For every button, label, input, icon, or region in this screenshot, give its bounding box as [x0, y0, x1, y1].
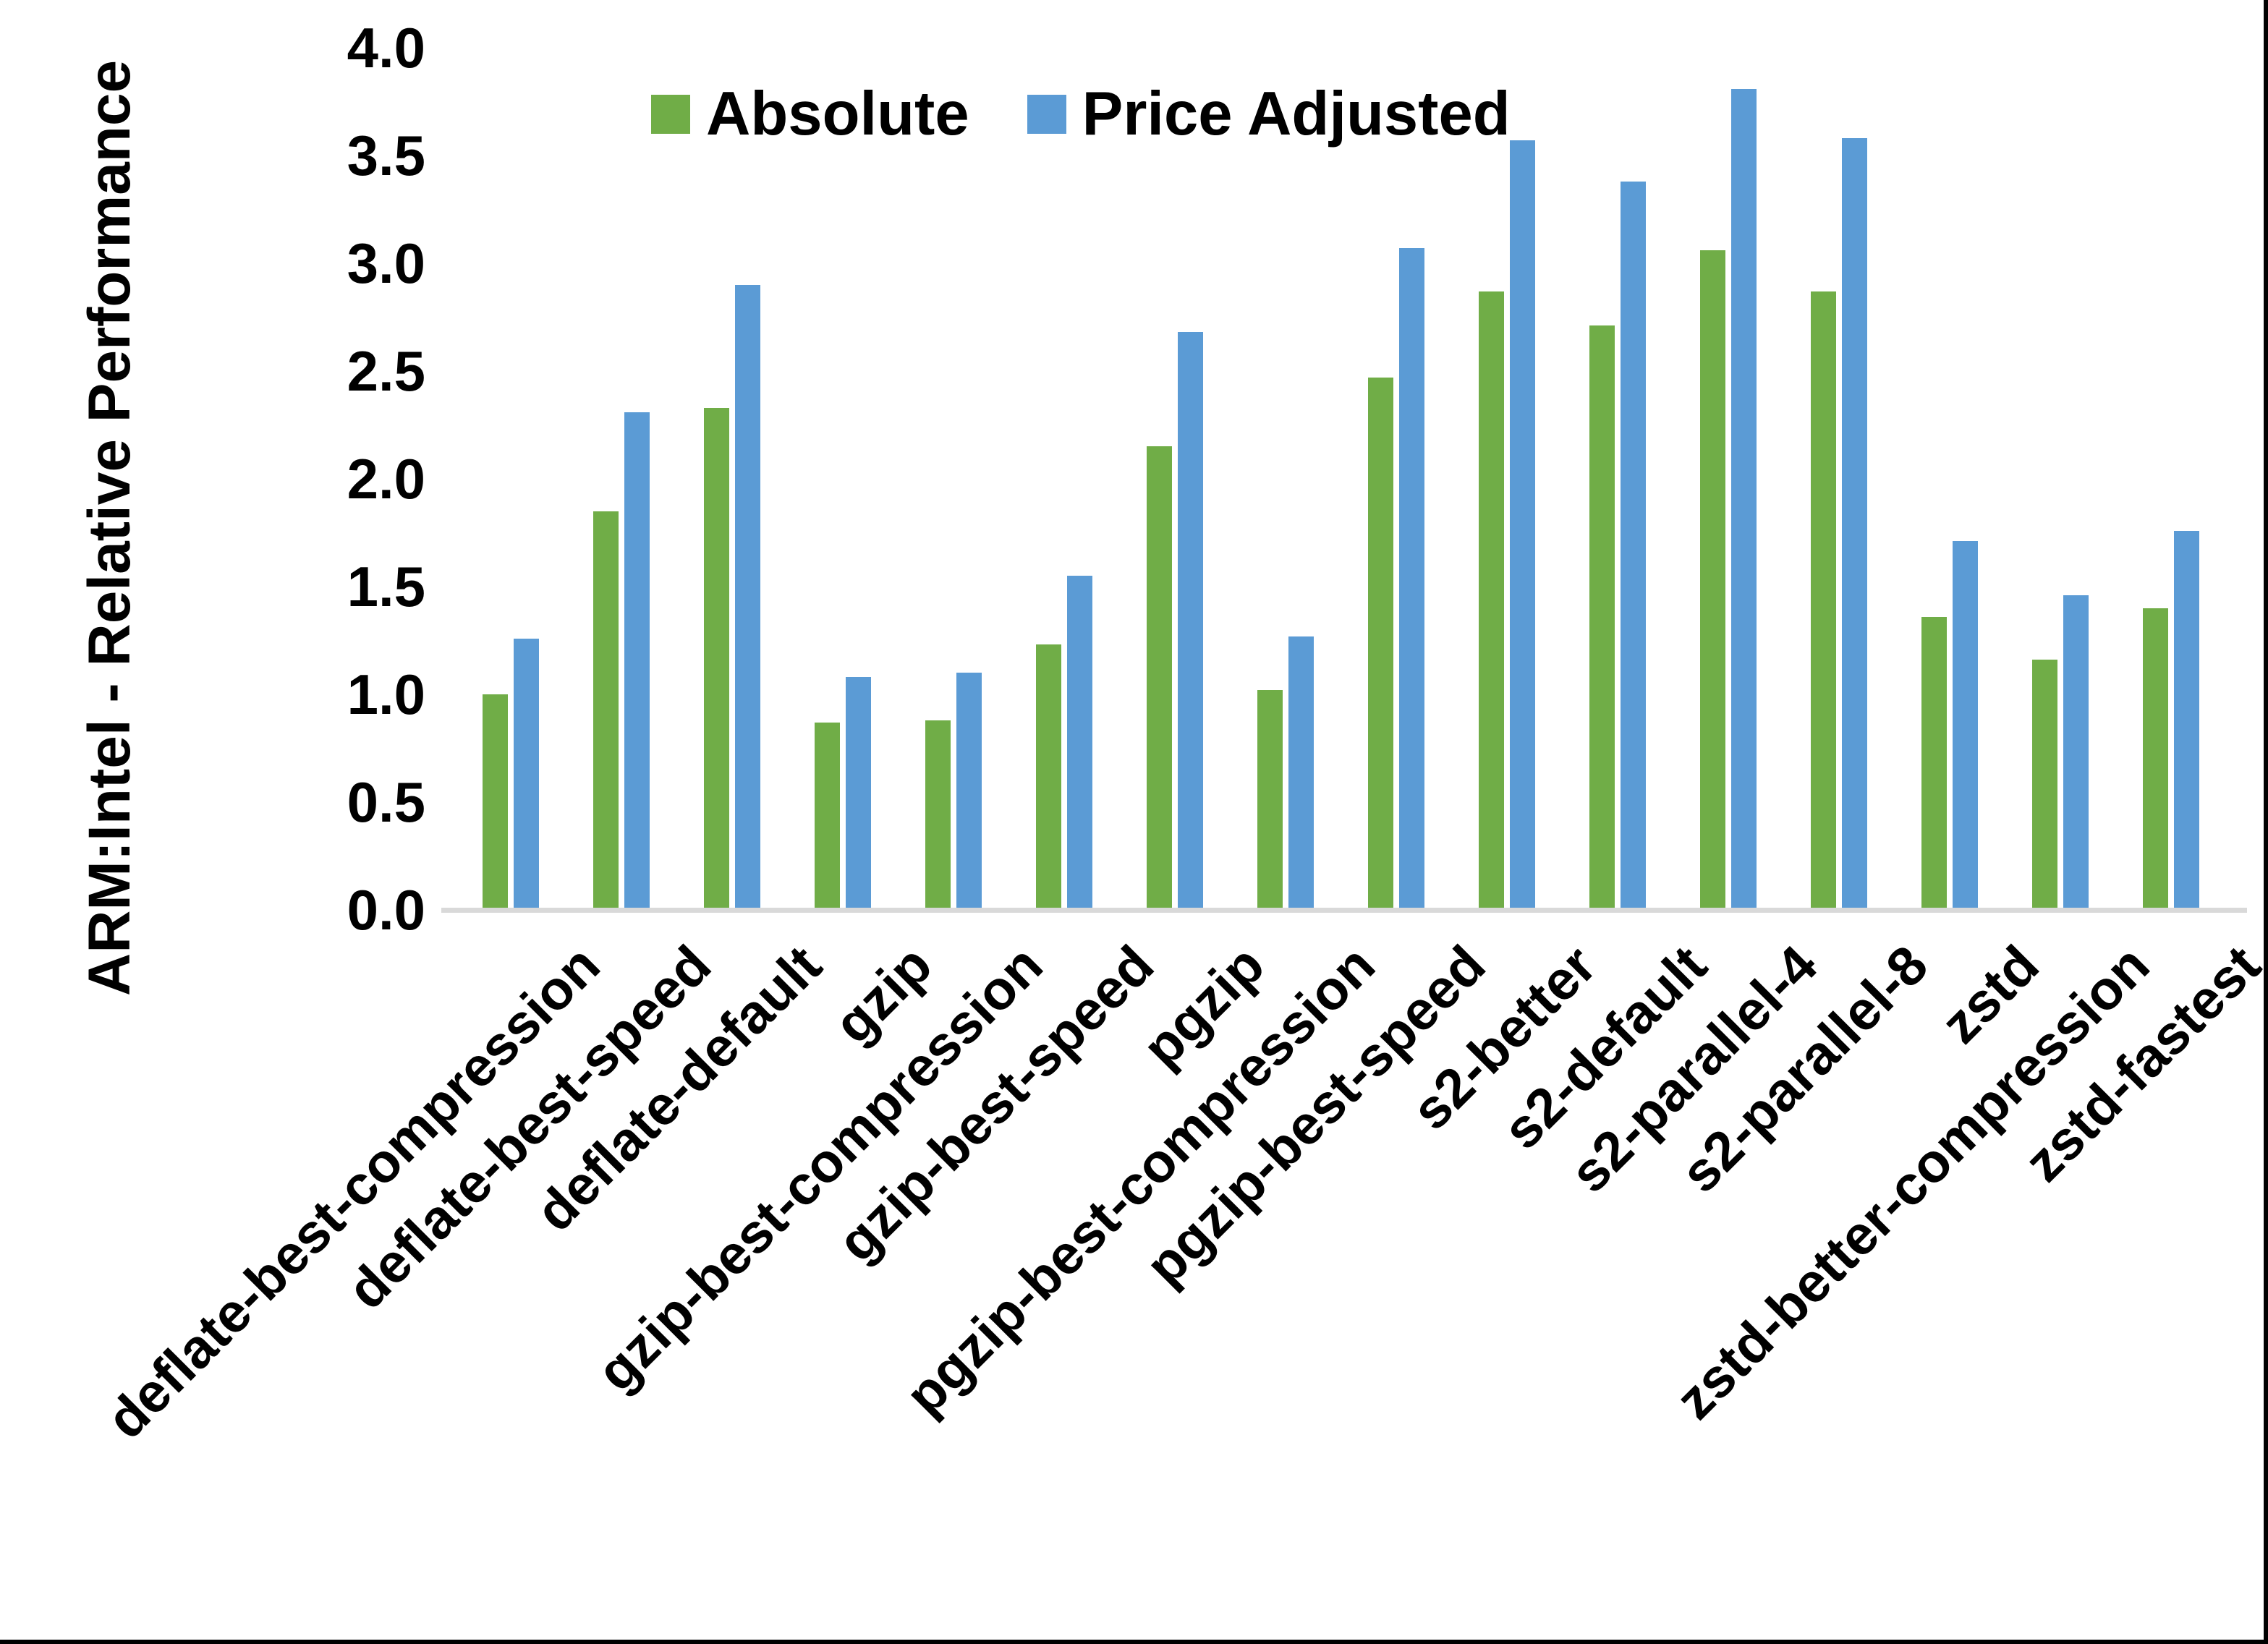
x-category-label: pgzip-best-compression [893, 934, 1387, 1427]
bar-absolute-zstd [1921, 617, 1947, 910]
legend-item-price-adjusted: Price Adjusted [1027, 80, 1511, 148]
bar-absolute-gzip [815, 723, 840, 910]
bar-absolute-s2-better [1479, 291, 1504, 910]
x-category-label: s2-parallel-4 [1558, 934, 1830, 1205]
bar-price-adjusted-deflate-best-speed [624, 412, 650, 910]
y-tick-label: 3.5 [347, 124, 425, 187]
bar-absolute-s2-default [1589, 325, 1615, 910]
x-category-label: gzip-best-compression [585, 934, 1055, 1403]
bar-price-adjusted-s2-default [1621, 182, 1646, 910]
x-category-label: pgzip [1131, 934, 1276, 1079]
bar-price-adjusted-gzip [846, 677, 871, 910]
y-tick-label: 2.0 [347, 447, 425, 511]
bar-price-adjusted-s2-parallel-4 [1731, 89, 1757, 910]
bar-absolute-deflate-default [704, 408, 729, 910]
bar-price-adjusted-gzip-best-speed [1067, 576, 1092, 910]
bar-price-adjusted-s2-better [1510, 140, 1535, 910]
x-category-label: s2-better [1400, 934, 1608, 1142]
bar-price-adjusted-s2-parallel-8 [1842, 138, 1867, 910]
y-tick-label: 0.0 [347, 878, 425, 942]
x-category-label: gzip-best-speed [825, 934, 1165, 1274]
x-category-label: s2-default [1491, 934, 1719, 1162]
bar-price-adjusted-pgzip-best-speed [1399, 248, 1424, 910]
y-tick-label: 1.0 [347, 663, 425, 726]
bar-absolute-pgzip-best-speed [1368, 378, 1393, 910]
bar-absolute-pgzip-best-compression [1257, 690, 1283, 910]
legend-item-absolute: Absolute [651, 80, 969, 148]
bar-absolute-zstd-better-compression [2032, 660, 2057, 910]
bar-absolute-gzip-best-speed [1036, 644, 1061, 910]
bar-absolute-zstd-fastest [2143, 608, 2168, 910]
x-category-label: zstd-better-compression [1664, 934, 2162, 1431]
y-tick-label: 1.5 [347, 555, 425, 618]
x-category-label: zstd-fastest [2012, 934, 2268, 1194]
bar-price-adjusted-deflate-best-compression [514, 639, 539, 910]
y-tick-label: 0.5 [347, 770, 425, 834]
bar-absolute-deflate-best-speed [593, 511, 619, 910]
y-tick-label: 2.5 [347, 339, 425, 403]
bar-price-adjusted-zstd-fastest [2174, 531, 2199, 910]
x-category-label: zstd [1929, 934, 2051, 1056]
bar-absolute-s2-parallel-4 [1700, 250, 1725, 910]
x-category-label: pgzip-best-speed [1134, 934, 1498, 1298]
price-adjusted-series-swatch-icon [1027, 95, 1066, 134]
legend-label-price-adjusted: Price Adjusted [1082, 80, 1511, 148]
plot-area [447, 48, 2246, 910]
legend-label-absolute: Absolute [706, 80, 969, 148]
x-axis-line [441, 908, 2247, 913]
x-category-label: deflate-default [524, 934, 833, 1243]
bar-absolute-s2-parallel-8 [1811, 291, 1836, 910]
bar-absolute-deflate-best-compression [483, 694, 508, 910]
bar-absolute-pgzip [1147, 446, 1172, 910]
y-axis-tick-labels: 4.0 3.5 3.0 2.5 2.0 1.5 1.0 0.5 0.0 [0, 0, 425, 1013]
bar-price-adjusted-zstd-better-compression [2063, 595, 2089, 910]
y-tick-label: 4.0 [347, 16, 425, 80]
bar-price-adjusted-deflate-default [735, 285, 760, 910]
bar-price-adjusted-pgzip [1178, 332, 1203, 910]
bar-price-adjusted-pgzip-best-compression [1288, 636, 1314, 910]
bar-price-adjusted-zstd [1953, 541, 1978, 910]
x-category-label: gzip [823, 934, 944, 1056]
bar-price-adjusted-gzip-best-compression [956, 673, 982, 910]
legend: Absolute Price Adjusted [651, 80, 1511, 148]
bar-absolute-gzip-best-compression [925, 720, 951, 910]
absolute-series-swatch-icon [651, 95, 690, 134]
y-tick-label: 3.0 [347, 231, 425, 295]
x-category-label: s2-parallel-8 [1669, 934, 1940, 1205]
